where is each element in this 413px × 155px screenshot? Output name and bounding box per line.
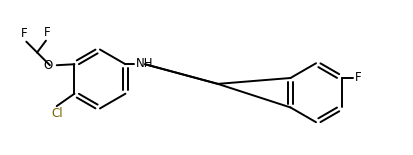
Text: Cl: Cl — [51, 107, 62, 120]
Text: NH: NH — [136, 57, 154, 70]
Text: O: O — [44, 59, 53, 72]
Text: F: F — [21, 27, 28, 40]
Text: F: F — [355, 71, 362, 84]
Text: F: F — [44, 26, 50, 39]
